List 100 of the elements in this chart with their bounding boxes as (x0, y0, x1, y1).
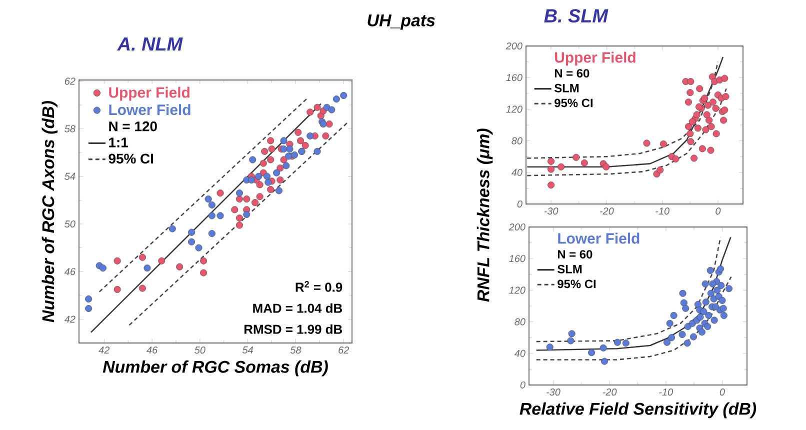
point (208, 201, 216, 208)
point (306, 108, 314, 116)
point (276, 176, 284, 184)
text: UH_pats (368, 14, 435, 30)
point (204, 196, 212, 203)
point (302, 142, 309, 149)
point (291, 151, 298, 158)
point (672, 155, 680, 162)
point (696, 314, 704, 321)
point (261, 148, 268, 155)
point (698, 328, 706, 336)
x-tick-label: -20 (602, 388, 617, 396)
x-tick-label: -20 (600, 208, 614, 215)
point (546, 344, 554, 351)
point (273, 169, 280, 176)
point (158, 257, 166, 264)
legend-label: Lower Field (109, 104, 190, 116)
point (702, 298, 710, 306)
point (85, 295, 92, 302)
x-tick-label: 42 (98, 346, 110, 354)
point (694, 300, 702, 308)
point (660, 140, 667, 148)
point (710, 295, 718, 302)
y-tick-label: 120 (506, 106, 522, 113)
y-tick-label: 80 (512, 137, 522, 144)
point (340, 92, 348, 99)
y-tick-label: 200 (508, 223, 526, 231)
point (682, 304, 690, 312)
point (200, 269, 208, 276)
point (707, 146, 714, 154)
point (687, 138, 694, 146)
point (678, 330, 686, 338)
point (712, 104, 720, 112)
point (236, 222, 243, 229)
x-tick-label: 54 (242, 346, 254, 354)
point (718, 296, 726, 304)
point (684, 98, 692, 106)
point (686, 130, 694, 138)
point (264, 178, 272, 186)
point (332, 96, 340, 103)
y-tick-label: 200 (506, 42, 522, 50)
point (176, 263, 184, 270)
point (704, 323, 712, 330)
point (690, 333, 697, 340)
point (255, 172, 262, 180)
point (114, 286, 121, 293)
point (600, 344, 607, 352)
point (99, 264, 106, 272)
point (249, 156, 256, 164)
point (722, 93, 730, 100)
point (700, 308, 708, 316)
point (548, 158, 555, 165)
point (703, 111, 710, 118)
point (280, 137, 288, 144)
legend-label: SLM (554, 84, 579, 92)
point (666, 320, 674, 327)
y-tick-label: 0 (520, 381, 526, 389)
point (252, 199, 259, 206)
y-tick-label: 160 (509, 255, 526, 262)
x-axis-title: Number of RGC Somas (dB) (102, 360, 328, 376)
point (720, 304, 727, 312)
point (267, 186, 274, 193)
point (721, 106, 728, 114)
y-tick-label: 46 (64, 268, 76, 276)
y-tick-label: 54 (64, 172, 76, 180)
point (704, 102, 712, 109)
point (696, 85, 704, 92)
x-tick-label: -10 (659, 388, 674, 396)
point (643, 140, 650, 147)
x-tick-label: 46 (146, 346, 158, 354)
point (701, 94, 708, 102)
point (721, 74, 728, 82)
point (717, 265, 724, 272)
x-tick-label: -10 (656, 208, 670, 215)
point (280, 146, 288, 153)
annotation: N = 60 (554, 69, 590, 78)
point (256, 193, 264, 200)
point (256, 181, 264, 188)
y-axis-title: Number of RGC Axons (dB) (42, 100, 58, 322)
legend-label: 95% CI (554, 98, 593, 108)
point (138, 254, 146, 261)
point (714, 286, 721, 294)
point (668, 334, 676, 342)
x-tick-label: -30 (546, 388, 560, 396)
point (680, 299, 688, 306)
x-tick-label: 58 (290, 346, 302, 354)
point (138, 284, 146, 292)
point (188, 228, 196, 236)
point (168, 225, 176, 232)
point (263, 172, 270, 180)
point (248, 176, 255, 184)
x-tick-label: 0 (716, 208, 721, 215)
point (267, 137, 274, 144)
point (688, 118, 696, 126)
x-tick-label: 0 (720, 388, 725, 396)
y-tick-label: 0 (517, 200, 522, 208)
point (208, 230, 216, 238)
point (686, 89, 694, 96)
point (588, 349, 596, 356)
point (276, 164, 284, 172)
